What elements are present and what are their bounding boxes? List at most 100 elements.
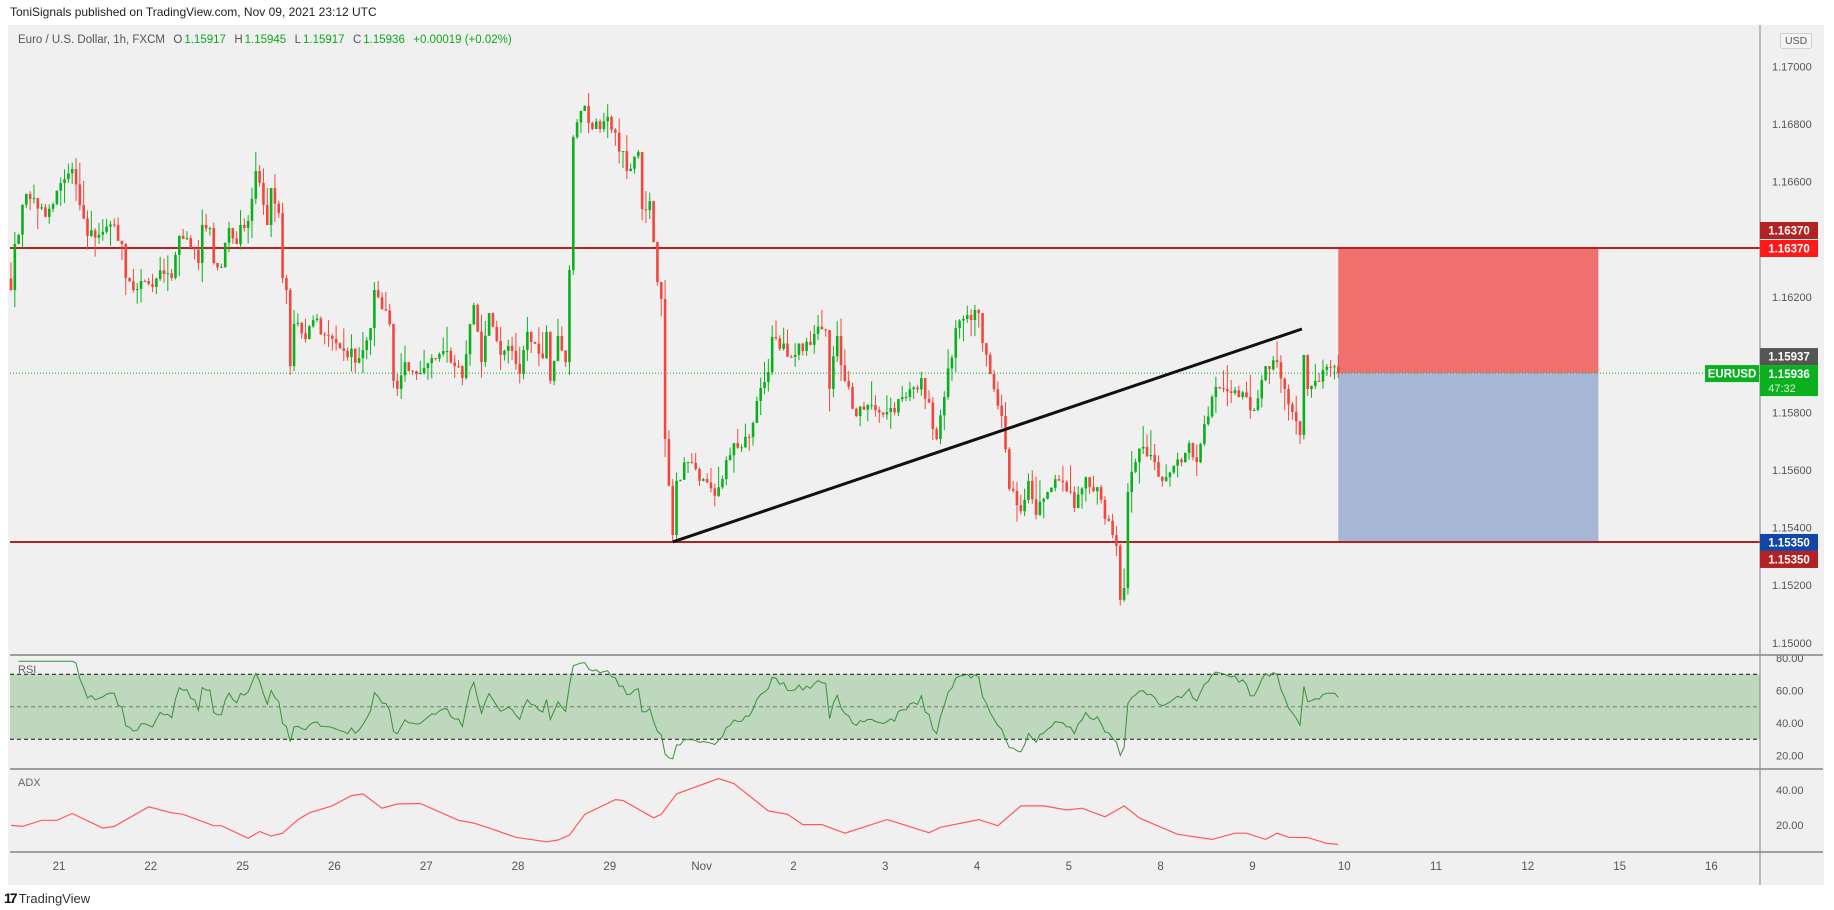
candle-body[interactable]: [464, 354, 468, 378]
candle-body[interactable]: [900, 397, 904, 400]
candle-body[interactable]: [675, 480, 678, 536]
candle-body[interactable]: [946, 368, 950, 397]
candle-body[interactable]: [269, 188, 273, 225]
candle-body[interactable]: [1325, 366, 1329, 370]
candle-body[interactable]: [491, 313, 495, 327]
candle-body[interactable]: [40, 207, 43, 209]
candle-body[interactable]: [484, 335, 487, 363]
candle-body[interactable]: [350, 348, 353, 358]
candle-body[interactable]: [587, 105, 590, 124]
candle-body[interactable]: [889, 408, 893, 412]
candle-body[interactable]: [292, 324, 296, 367]
candle-body[interactable]: [545, 331, 548, 359]
candle-body[interactable]: [759, 387, 762, 402]
candle-body[interactable]: [327, 335, 330, 337]
candle-body[interactable]: [476, 305, 479, 332]
candle-body[interactable]: [216, 262, 219, 268]
candle-body[interactable]: [1252, 409, 1256, 411]
candle-body[interactable]: [1092, 487, 1095, 492]
candle-body[interactable]: [698, 468, 701, 481]
candle-body[interactable]: [571, 137, 575, 270]
candle-body[interactable]: [499, 340, 502, 355]
candle-body[interactable]: [193, 248, 196, 250]
candle-body[interactable]: [747, 436, 751, 438]
candle-body[interactable]: [178, 235, 181, 255]
candle-body[interactable]: [870, 405, 873, 407]
candle-body[interactable]: [1195, 457, 1199, 463]
candle-body[interactable]: [763, 381, 766, 388]
candle-body[interactable]: [441, 351, 445, 355]
candle-body[interactable]: [518, 363, 522, 374]
candle-body[interactable]: [21, 204, 24, 235]
candle-body[interactable]: [583, 105, 587, 111]
candle-body[interactable]: [254, 171, 258, 199]
candle-body[interactable]: [1183, 452, 1187, 463]
candle-body[interactable]: [514, 350, 518, 364]
candle-body[interactable]: [1069, 491, 1072, 493]
candle-body[interactable]: [315, 318, 319, 321]
candle-body[interactable]: [380, 297, 384, 310]
stop-loss-zone[interactable]: [1338, 248, 1599, 374]
candle-body[interactable]: [522, 349, 525, 374]
candle-body[interactable]: [778, 338, 782, 349]
candle-body[interactable]: [629, 168, 632, 172]
candle-body[interactable]: [625, 151, 629, 172]
candle-body[interactable]: [47, 208, 51, 217]
candle-body[interactable]: [1015, 490, 1019, 506]
candle-body[interactable]: [988, 354, 992, 374]
candle-body[interactable]: [430, 358, 434, 364]
candle-body[interactable]: [801, 343, 805, 351]
candle-body[interactable]: [449, 350, 453, 363]
candle-body[interactable]: [564, 350, 567, 363]
candle-body[interactable]: [790, 356, 793, 358]
candle-body[interactable]: [1027, 480, 1030, 500]
candle-body[interactable]: [258, 171, 261, 183]
take-profit-zone[interactable]: [1338, 373, 1599, 542]
candle-body[interactable]: [1057, 479, 1061, 481]
candle-body[interactable]: [981, 313, 984, 344]
candle-body[interactable]: [392, 324, 395, 381]
candle-body[interactable]: [93, 230, 97, 238]
candle-body[interactable]: [1298, 421, 1302, 436]
candle-body[interactable]: [1180, 459, 1183, 463]
candle-body[interactable]: [652, 201, 655, 243]
candle-body[interactable]: [139, 280, 143, 290]
candle-body[interactable]: [774, 337, 778, 339]
candle-body[interactable]: [415, 371, 418, 374]
candle-body[interactable]: [770, 337, 774, 373]
candle-body[interactable]: [1187, 443, 1191, 453]
candle-body[interactable]: [1126, 492, 1130, 589]
candle-body[interactable]: [923, 377, 927, 399]
candle-body[interactable]: [135, 289, 139, 291]
candle-body[interactable]: [881, 412, 885, 415]
candle-body[interactable]: [885, 411, 889, 415]
candle-body[interactable]: [682, 462, 686, 480]
candle-body[interactable]: [1271, 360, 1275, 370]
candle-body[interactable]: [197, 249, 200, 263]
candle-body[interactable]: [1138, 448, 1141, 463]
candle-body[interactable]: [832, 356, 835, 389]
candle-body[interactable]: [28, 194, 32, 200]
candle-body[interactable]: [526, 331, 529, 350]
candle-body[interactable]: [1065, 482, 1068, 492]
candle-body[interactable]: [797, 343, 801, 355]
candle-body[interactable]: [950, 357, 954, 369]
candle-body[interactable]: [943, 396, 946, 416]
candle-body[interactable]: [602, 121, 606, 130]
candle-body[interactable]: [220, 267, 223, 269]
candle-body[interactable]: [1111, 520, 1114, 536]
candle-body[interactable]: [418, 373, 422, 375]
candle-body[interactable]: [1237, 390, 1241, 397]
candle-body[interactable]: [824, 329, 828, 331]
candle-body[interactable]: [399, 375, 403, 389]
candle-body[interactable]: [591, 123, 594, 129]
candle-body[interactable]: [304, 333, 307, 340]
candle-body[interactable]: [1046, 492, 1049, 499]
candle-body[interactable]: [445, 350, 449, 352]
candle-body[interactable]: [1314, 380, 1317, 386]
candle-body[interactable]: [1302, 354, 1306, 436]
candle-body[interactable]: [931, 402, 935, 430]
candle-body[interactable]: [227, 228, 231, 243]
candle-body[interactable]: [713, 488, 717, 496]
